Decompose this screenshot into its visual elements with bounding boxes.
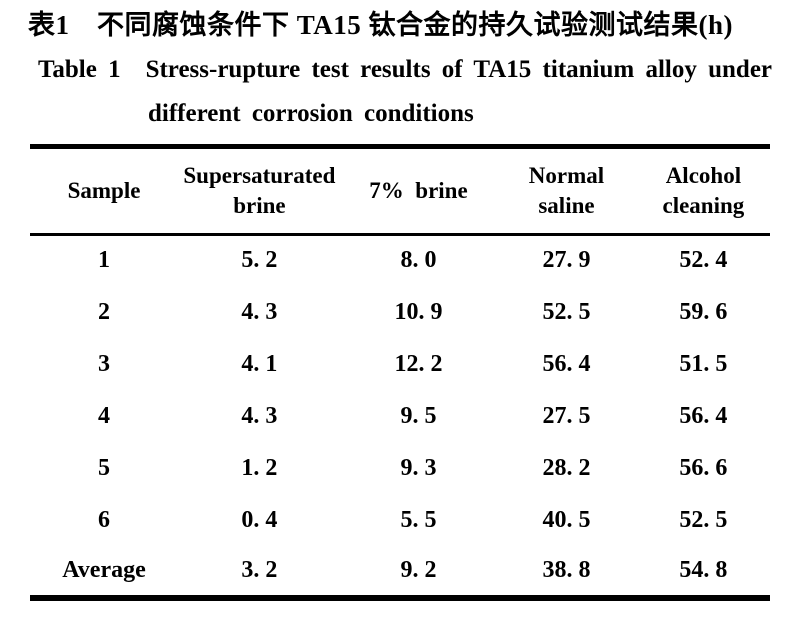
value-cell: 52. 5	[679, 506, 728, 533]
value-cell: 51. 5	[679, 350, 728, 377]
table-row: 6 0. 4 5. 5 40. 5 52. 5	[30, 494, 770, 546]
column-header-7pct-brine: 7% brine	[341, 146, 496, 234]
value-cell: 0. 4	[241, 506, 278, 533]
sample-cell: 5	[98, 454, 110, 481]
sample-cell: 2	[98, 298, 110, 325]
header-label: Normal	[528, 162, 605, 188]
header-label: brine	[233, 192, 286, 218]
value-cell: 27. 5	[542, 402, 591, 429]
sample-cell: Average	[62, 557, 146, 584]
value-cell: 8. 0	[400, 247, 437, 274]
table-caption-chinese: 表1 不同腐蚀条件下 TA15 钛合金的持久试验测试结果(h)	[28, 10, 734, 40]
column-header-normal-saline: Normal saline	[496, 146, 637, 234]
value-cell: 56. 4	[679, 402, 728, 429]
sample-cell: 3	[98, 350, 110, 377]
results-table: Sample Supersaturated brine 7% brine Nor…	[30, 143, 770, 602]
value-cell: 56. 4	[542, 350, 591, 377]
sample-cell: 4	[98, 402, 110, 429]
header-label: Supersaturated	[183, 162, 336, 188]
value-cell: 3. 2	[241, 557, 278, 584]
column-header-supersaturated-brine: Supersaturated brine	[178, 146, 341, 234]
caption-english-line2: different corrosion conditions	[148, 100, 474, 128]
column-header-sample: Sample	[30, 146, 178, 234]
caption-english-line1: Table 1 Stress-rupture test results of T…	[38, 56, 773, 84]
value-cell: 27. 9	[542, 247, 591, 274]
table-row: 1 5. 2 8. 0 27. 9 52. 4	[30, 234, 770, 286]
header-row: Sample Supersaturated brine 7% brine Nor…	[30, 146, 770, 235]
table-row: 3 4. 1 12. 2 56. 4 51. 5	[30, 338, 770, 390]
sample-cell: 6	[98, 506, 110, 533]
table-caption-english: Table 1 Stress-rupture test results of T…	[0, 54, 799, 130]
table-row: 5 1. 2 9. 3 28. 2 56. 6	[30, 442, 770, 494]
header-label: saline	[538, 192, 595, 218]
value-cell: 10. 9	[394, 298, 443, 325]
value-cell: 38. 8	[542, 557, 591, 584]
value-cell: 5. 5	[400, 506, 437, 533]
value-cell: 54. 8	[679, 557, 728, 584]
header-label: 7% brine	[369, 177, 468, 203]
value-cell: 28. 2	[542, 454, 591, 481]
sample-cell: 1	[98, 247, 110, 274]
table-row: 2 4. 3 10. 9 52. 5 59. 6	[30, 286, 770, 338]
value-cell: 52. 4	[679, 247, 728, 274]
value-cell: 9. 5	[400, 402, 437, 429]
value-cell: 56. 6	[679, 454, 728, 481]
value-cell: 9. 3	[400, 454, 437, 481]
value-cell: 9. 2	[400, 557, 437, 584]
header-label: Alcohol	[665, 162, 742, 188]
value-cell: 4. 3	[241, 298, 278, 325]
header-label: cleaning	[662, 192, 745, 218]
header-label: Sample	[67, 177, 141, 203]
value-cell: 52. 5	[542, 298, 591, 325]
value-cell: 4. 3	[241, 402, 278, 429]
table-row: 4 4. 3 9. 5 27. 5 56. 4	[30, 390, 770, 442]
table-row-average: Average 3. 2 9. 2 38. 8 54. 8	[30, 546, 770, 598]
value-cell: 1. 2	[241, 454, 278, 481]
value-cell: 12. 2	[394, 350, 443, 377]
value-cell: 59. 6	[679, 298, 728, 325]
value-cell: 4. 1	[241, 350, 278, 377]
value-cell: 5. 2	[241, 247, 278, 274]
column-header-alcohol-cleaning: Alcohol cleaning	[637, 146, 770, 234]
value-cell: 40. 5	[542, 506, 591, 533]
